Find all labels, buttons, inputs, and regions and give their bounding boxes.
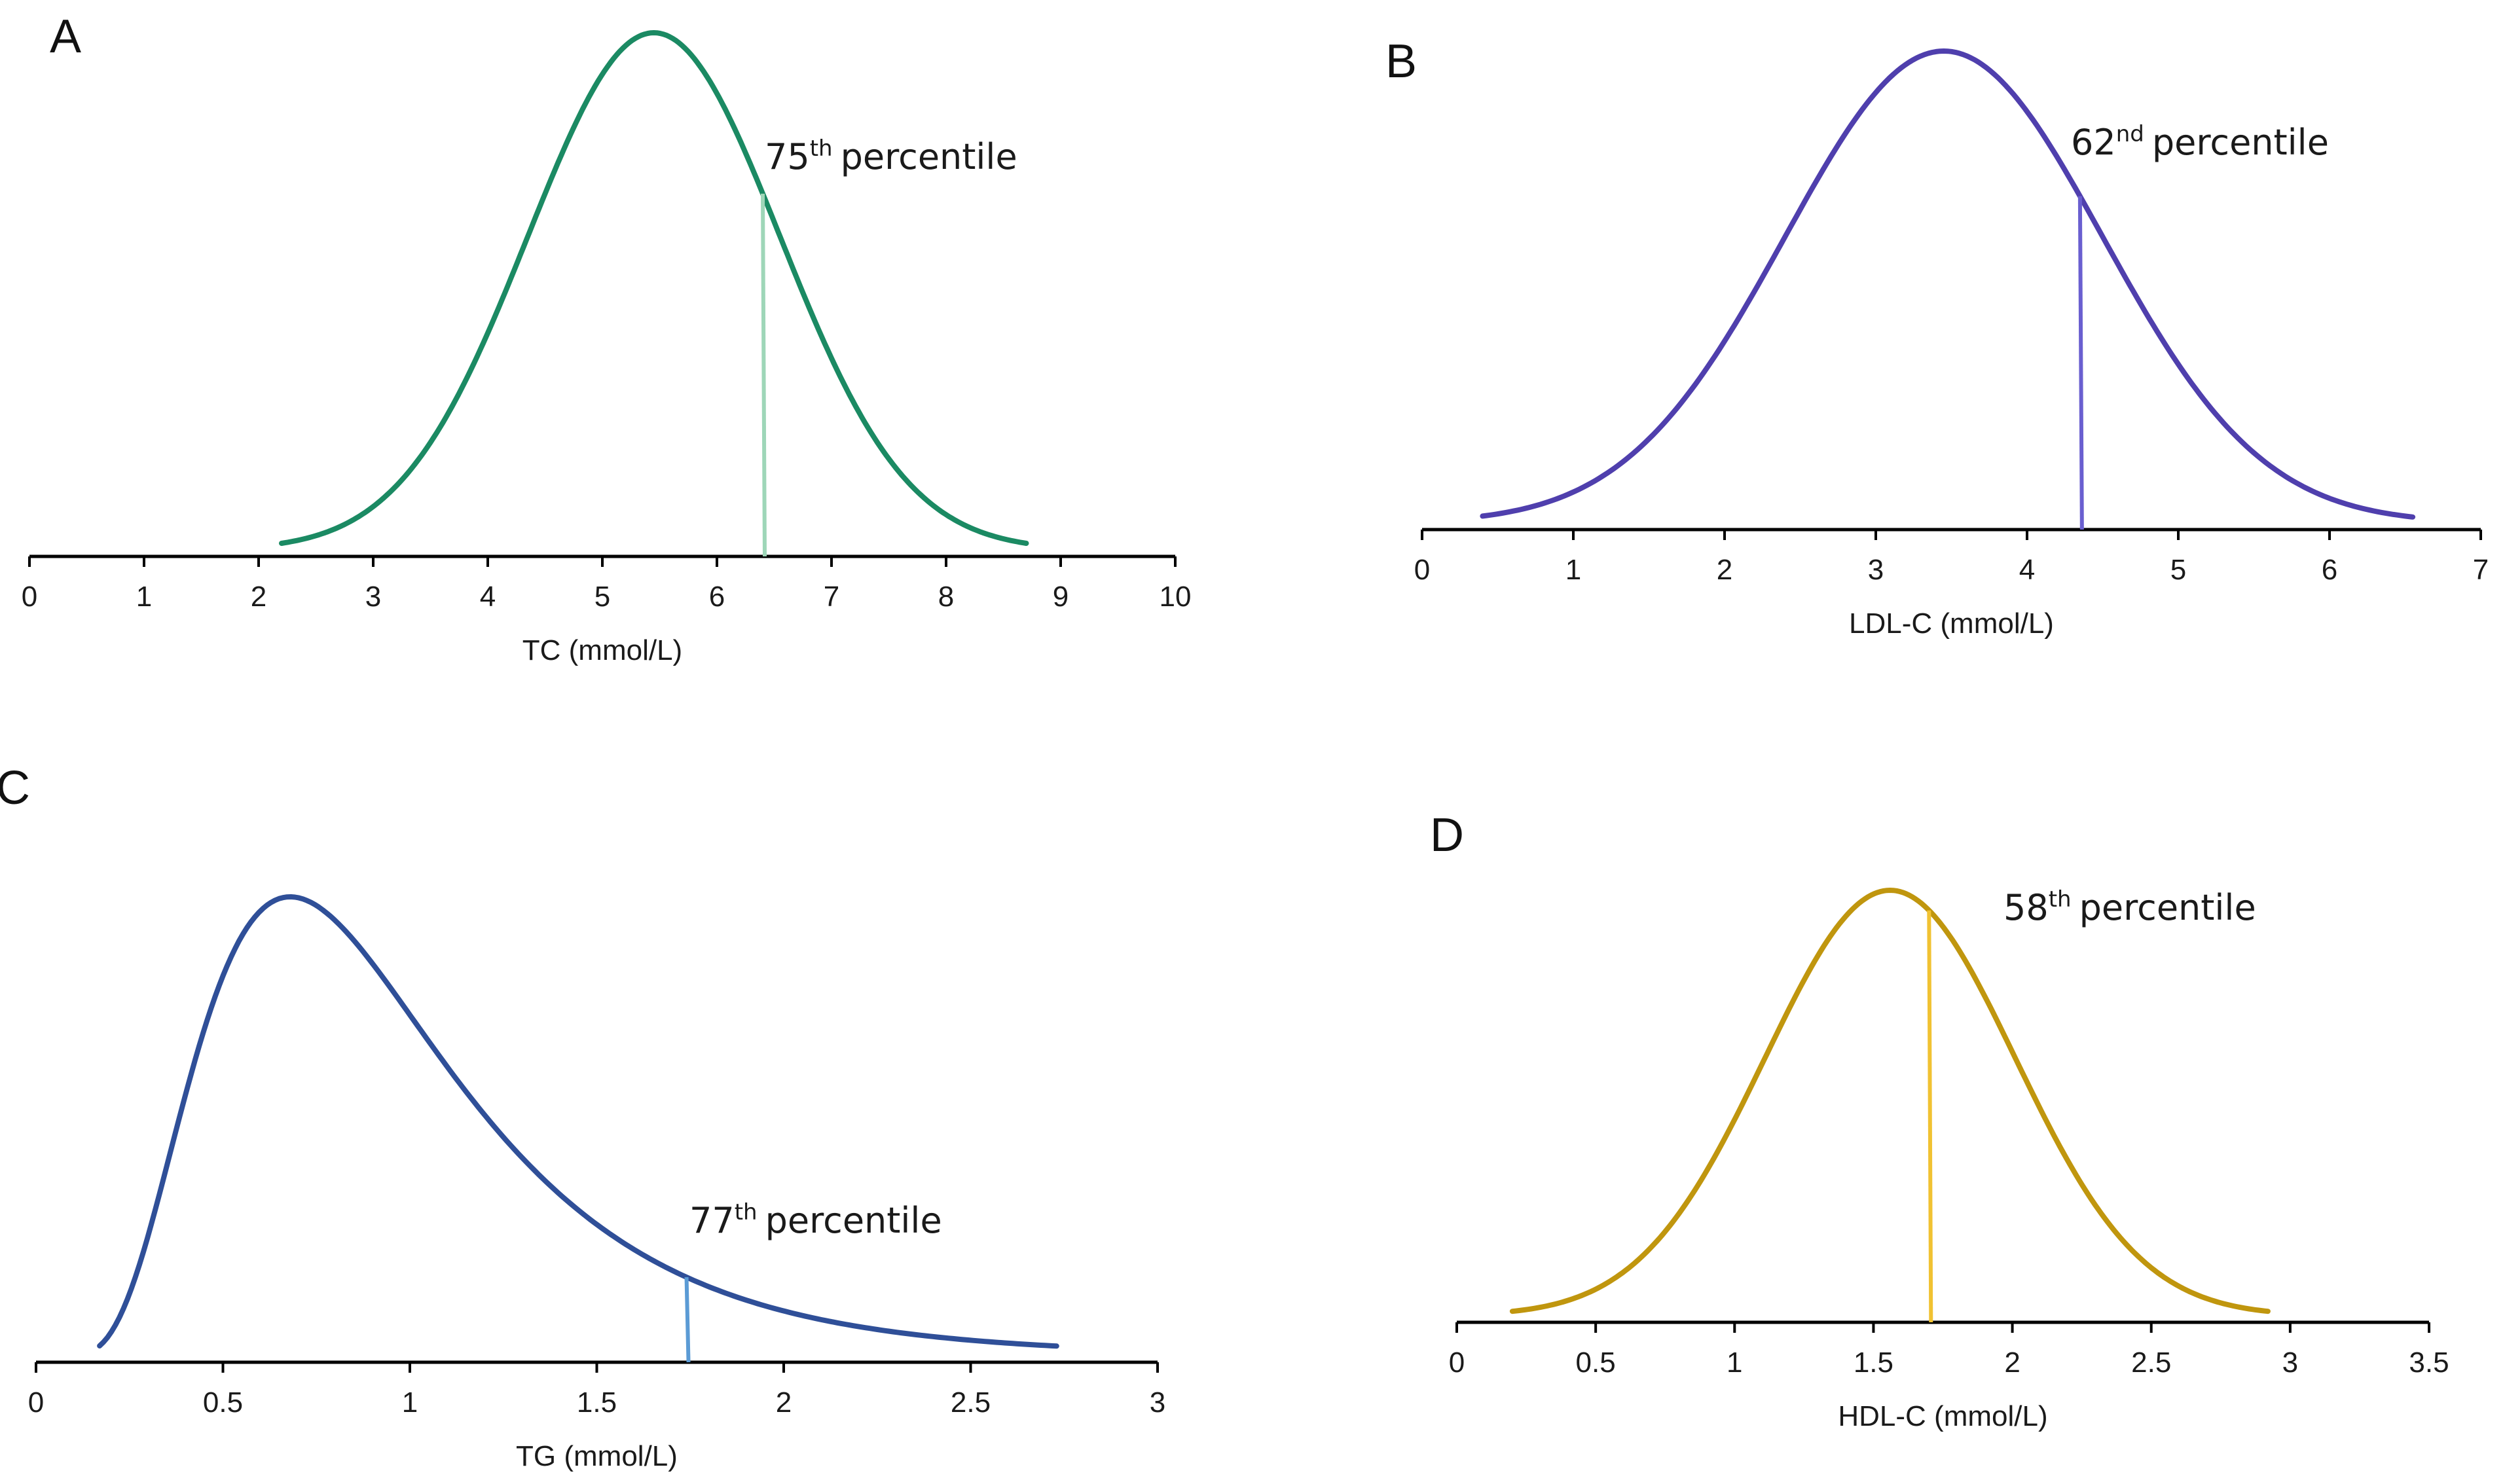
x-tick-label: 3 [365,581,381,613]
x-tick-label: 5 [2170,554,2186,586]
x-tick-label: 3 [1868,554,1884,586]
panel-d: D 0 0.5 1 1.5 2 2.5 3 3.5 HDL-C (mmol/L) 58th perce… [1430,809,2449,1432]
x-tick-label: 4 [480,581,496,613]
panel-c: C 0 0.5 1 1.5 2 2.5 3 TG (mmol/L) 77th percentile [0,762,1165,1472]
panel-letter: A [50,10,81,63]
x-tick-label: 2.5 [2131,1347,2171,1379]
percentile-marker-line [684,1276,691,1363]
percentile-suffix: th [810,136,833,162]
x-tick-label: 0 [1449,1347,1465,1379]
percentile-number: 77 [689,1200,735,1241]
x-axis-title: LDL-C (mmol/L) [1849,607,2054,640]
distribution-curve [1480,48,2416,520]
x-tick-label: 3 [1150,1386,1165,1419]
x-tick-label: 7 [824,581,839,613]
x-tick-label: 1 [1727,1347,1742,1379]
percentile-word: percentile [841,136,1017,177]
x-axis-title: TC (mmol/L) [522,634,682,666]
percentile-annotation: 77th percentile [689,1199,942,1241]
x-tick-label: 6 [2322,554,2337,586]
x-tick-label: 3.5 [2409,1347,2449,1379]
x-tick-label: 7 [2473,554,2489,586]
panel-b: B 0 1 2 3 4 5 6 7 LDL-C (mmol/L) 62nd percentile [1385,35,2489,640]
percentile-number: 62 [2071,122,2116,163]
x-tick-label: 1 [136,581,152,613]
x-tick-label: 8 [938,581,954,613]
x-tick-label: 6 [709,581,725,613]
panel-letter: D [1430,809,1464,861]
x-tick-label: 2.5 [951,1386,991,1419]
x-axis-title: HDL-C (mmol/L) [1838,1400,2047,1432]
x-tick-label: 1 [402,1386,418,1419]
percentile-word: percentile [765,1200,942,1241]
x-tick-label: 5 [594,581,610,613]
x-tick-label: 9 [1053,581,1069,613]
x-tick-label: 1.5 [1854,1347,1893,1379]
distribution-curve [1509,888,2271,1314]
x-axis-title: TG (mmol/L) [516,1440,678,1472]
percentile-annotation: 75th percentile [765,136,1017,177]
percentile-suffix: th [2049,886,2072,913]
x-tick-label: 2 [2004,1347,2020,1379]
distribution-curve [279,30,1029,546]
x-tick-label: 0.5 [1576,1347,1616,1379]
panel-letter: B [1385,35,1417,88]
distribution-curve [97,894,1059,1349]
x-tick-label: 1 [1565,554,1581,586]
percentile-word: percentile [2079,887,2256,928]
percentile-suffix: nd [2116,121,2144,147]
percentile-suffix: th [735,1199,758,1225]
x-tick-label: 0.5 [203,1386,243,1419]
percentile-number: 58 [2003,887,2049,928]
panel-a: A 0 1 2 3 4 5 6 7 8 9 10 TC (mmol/L) 75th percentile [22,10,1192,666]
x-tick-label: 0 [28,1386,44,1419]
x-tick-label: 2 [251,581,266,613]
percentile-word: percentile [2152,122,2329,163]
percentile-marker-line [2077,196,2084,530]
x-tick-label: 10 [1160,581,1192,613]
x-tick-label: 2 [1717,554,1732,586]
x-tick-label: 3 [2282,1347,2298,1379]
percentile-annotation: 58th percentile [2003,886,2256,928]
x-tick-label: 2 [776,1386,792,1419]
x-tick-label: 0 [22,581,37,613]
percentile-annotation: 62nd percentile [2071,121,2329,163]
x-tick-label: 1.5 [577,1386,617,1419]
x-tick-label: 4 [2019,554,2035,586]
panel-letter: C [0,762,30,814]
percentile-marker-line [761,193,767,557]
x-tick-label: 0 [1414,554,1430,586]
percentile-marker-line [1927,910,1933,1323]
percentile-number: 75 [765,136,810,177]
